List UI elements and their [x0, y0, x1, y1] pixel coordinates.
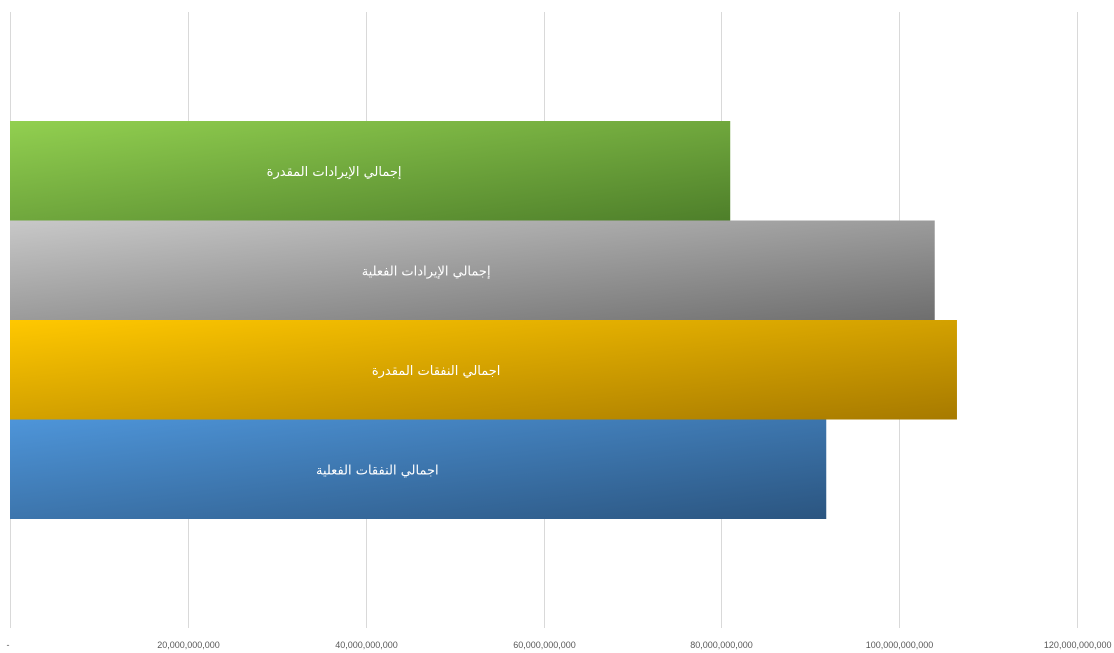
bar-category-label: اجمالي النفقات الفعلية: [316, 463, 439, 478]
bar-category-label: اجمالي النفقات المقدرة: [372, 364, 501, 379]
x-tick-label: 120,000,000,000: [1044, 640, 1112, 650]
x-tick-label: 100,000,000,000: [866, 640, 934, 650]
bar: [10, 320, 957, 420]
x-tick-label: 60,000,000,000: [513, 640, 576, 650]
bar: [10, 220, 935, 320]
x-axis-ticks: - 20,000,000,000 40,000,000,000 60,000,000,…: [7, 640, 1112, 650]
bar: [10, 419, 827, 519]
x-tick-label: -: [7, 640, 10, 650]
x-tick-label: 40,000,000,000: [335, 640, 398, 650]
bar-category-label: إجمالي الإيرادات الفعلية: [362, 264, 491, 279]
x-tick-label: 80,000,000,000: [690, 640, 753, 650]
x-tick-label: 20,000,000,000: [157, 640, 220, 650]
bar-labels: إجمالي الإيرادات المقدرة إجمالي الإيرادات…: [267, 165, 501, 479]
bar-category-label: إجمالي الإيرادات المقدرة: [267, 165, 402, 180]
bars: [10, 121, 957, 519]
bar: [10, 121, 731, 221]
